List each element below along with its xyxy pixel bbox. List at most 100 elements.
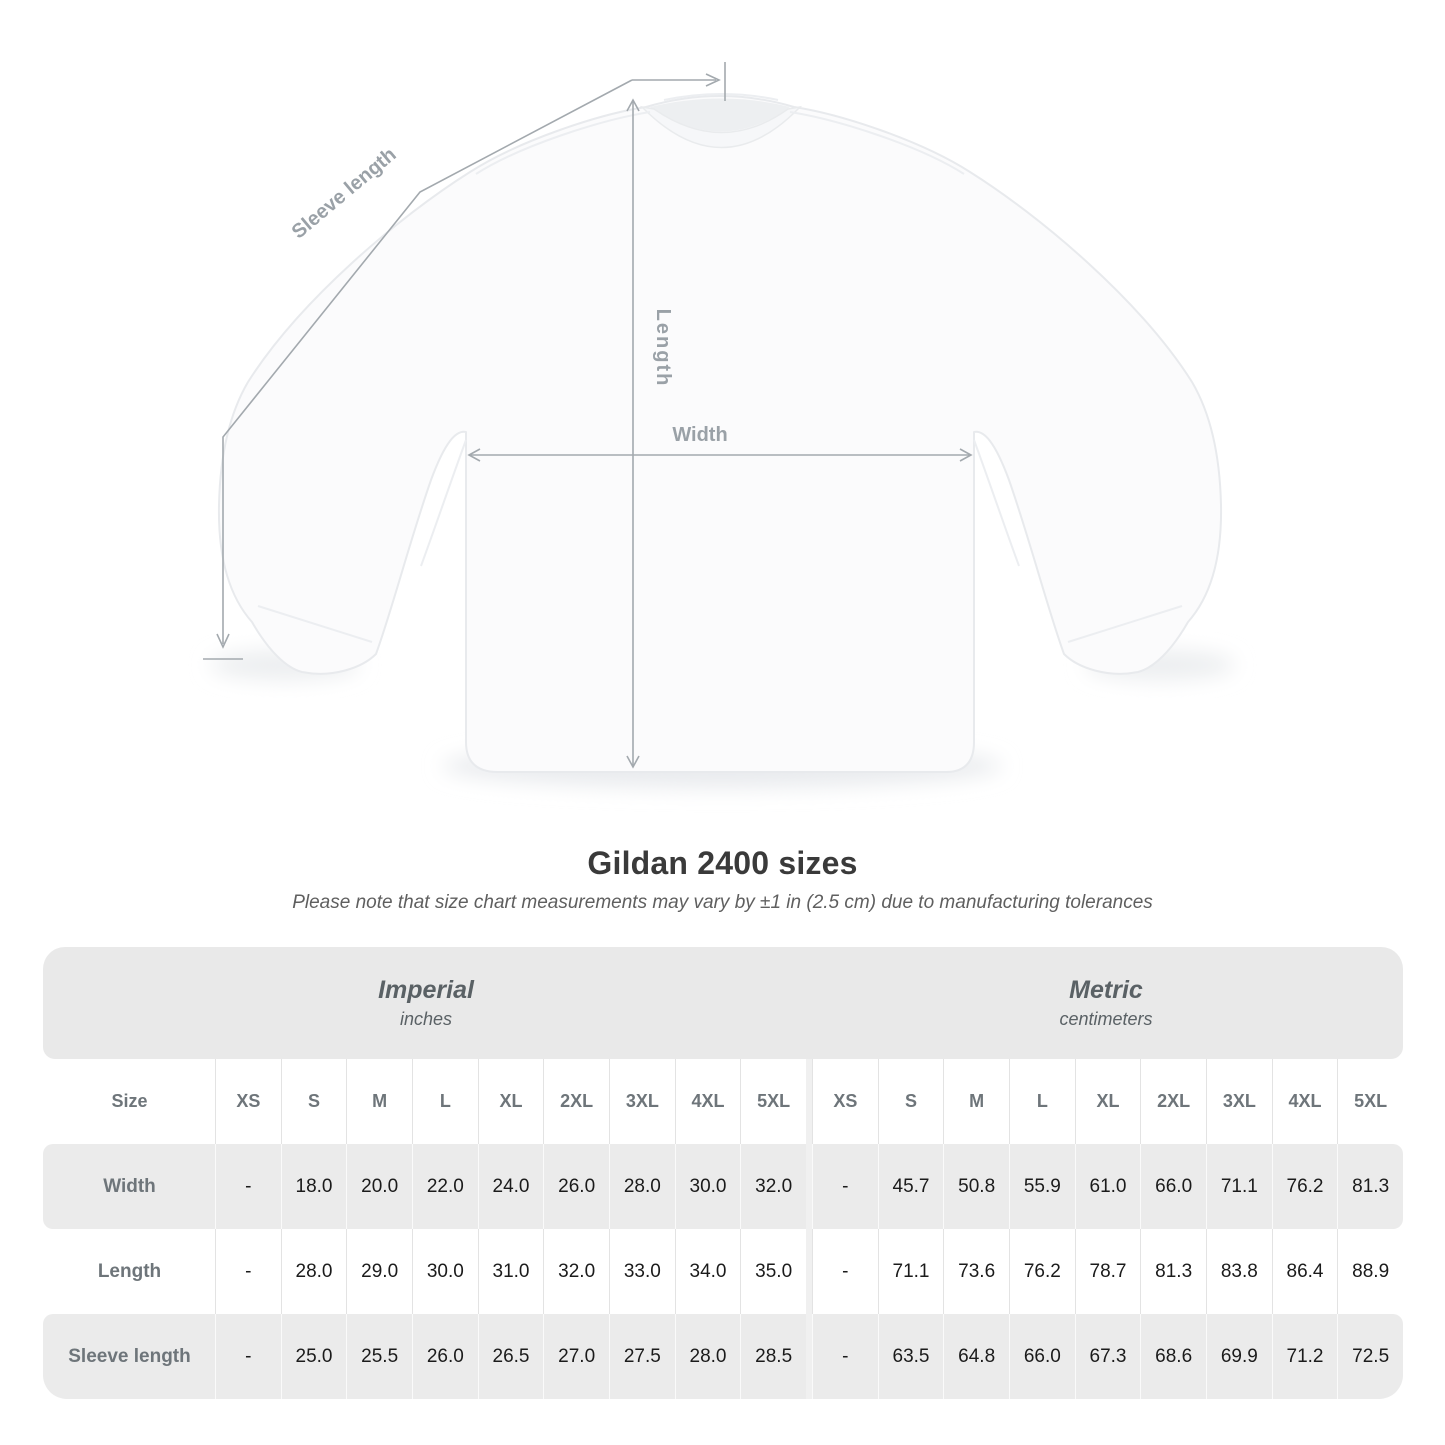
value-cell: 22.0 (411, 1144, 478, 1229)
shirt-measurement-diagram: Sleeve length Length Width (203, 62, 1235, 788)
value-cell: 61.0 (1074, 1144, 1141, 1229)
value-cell: 81.3 (1337, 1144, 1403, 1229)
value-cell: - (215, 1144, 281, 1229)
value-cell: 18.0 (280, 1144, 347, 1229)
unit-groups-header: Imperial inches Metric centimeters (43, 947, 1403, 1059)
value-cell: 71.2 (1271, 1314, 1338, 1399)
right-cuff-seam (1067, 605, 1183, 643)
left-armpit-crease (420, 439, 467, 567)
imperial-group-unit: inches (399, 1009, 453, 1029)
table-row: Width -18.0 20.0 22.0 24.0 26.0 28.0 30.0 32.0-4… (43, 1144, 1403, 1229)
value-cell: 25.5 (346, 1314, 412, 1399)
collar-band (639, 105, 803, 149)
value-cell: 27.0 (543, 1314, 609, 1399)
size-col-header: XS (811, 1059, 878, 1144)
right-armpit-crease (973, 439, 1020, 567)
group-gap (805, 1144, 812, 1229)
value-cell: - (811, 1314, 878, 1399)
value-cell: 28.0 (608, 1144, 675, 1229)
value-cell: 24.0 (477, 1144, 544, 1229)
left-shoulder-seam (475, 111, 651, 175)
value-cell: 55.9 (1008, 1144, 1075, 1229)
size-col-header: 4XL (674, 1059, 741, 1144)
length-measure: Length (626, 98, 674, 769)
table-row: Sleeve length -25.0 25.5 26.0 26.5 27.0 27.5 28… (43, 1314, 1403, 1399)
back-neck-seam (663, 93, 779, 101)
value-cell: 50.8 (943, 1144, 1009, 1229)
value-cell: 76.2 (1008, 1229, 1075, 1314)
size-chart-table: Imperial inches Metric centimeters Size X… (43, 947, 1403, 1399)
value-cell: 81.3 (1140, 1229, 1206, 1314)
size-col-header: M (346, 1059, 412, 1144)
value-cell: 25.0 (280, 1314, 347, 1399)
value-cell: 63.5 (877, 1314, 944, 1399)
value-cell: - (215, 1314, 281, 1399)
imperial-group-header: Imperial inches (43, 947, 809, 1059)
value-cell: 28.5 (740, 1314, 806, 1399)
value-cell: 32.0 (543, 1229, 609, 1314)
tolerance-note: Please note that size chart measurements… (292, 892, 1153, 913)
size-col-header: S (877, 1059, 944, 1144)
value-cell: 64.8 (943, 1314, 1009, 1399)
value-cell: 78.7 (1074, 1229, 1141, 1314)
neck-hollow (650, 98, 790, 132)
value-cell: 83.8 (1205, 1229, 1272, 1314)
size-col-header: XS (215, 1059, 281, 1144)
size-col-header: S (280, 1059, 347, 1144)
table-row: Length -28.0 29.0 30.0 31.0 32.0 33.0 34.0 35.0-… (43, 1229, 1403, 1314)
value-cell: 76.2 (1271, 1144, 1338, 1229)
value-cell: 35.0 (740, 1229, 806, 1314)
value-cell: - (811, 1229, 878, 1314)
table-header-row: Size XS S M L XL 2XL 3XL 4XL 5XL XS S M L XL 2XL 3XL 4XL 5… (43, 1059, 1403, 1144)
value-cell: 28.0 (280, 1229, 347, 1314)
value-cell: 68.6 (1140, 1314, 1206, 1399)
sleeve-length-label: Sleeve length (288, 144, 401, 244)
value-cell: 31.0 (477, 1229, 544, 1314)
size-col-header: 5XL (1337, 1059, 1403, 1144)
size-col-header: 2XL (1140, 1059, 1206, 1144)
value-cell: 88.9 (1337, 1229, 1403, 1314)
value-cell: 26.5 (477, 1314, 544, 1399)
row-label: Sleeve length (68, 1345, 191, 1367)
group-gap (805, 1229, 812, 1314)
length-label: Length (652, 309, 674, 388)
size-col-header: XL (1074, 1059, 1141, 1144)
size-chart-rows: Size XS S M L XL 2XL 3XL 4XL 5XL XS S M L XL 2XL 3XL 4XL 5… (43, 1059, 1403, 1399)
size-label: Size (111, 1091, 148, 1111)
value-cell: 34.0 (674, 1229, 741, 1314)
value-cell: 72.5 (1337, 1314, 1403, 1399)
metric-group-unit: centimeters (1059, 1009, 1153, 1029)
value-cell: 30.0 (674, 1144, 741, 1229)
value-cell: - (811, 1144, 878, 1229)
size-col-header: 4XL (1271, 1059, 1338, 1144)
value-cell: 28.0 (674, 1314, 741, 1399)
value-cell: 86.4 (1271, 1229, 1338, 1314)
value-cell: 20.0 (346, 1144, 412, 1229)
imperial-group-title: Imperial (378, 976, 474, 1004)
page-title: Gildan 2400 sizes (587, 845, 858, 881)
row-label: Width (103, 1175, 156, 1197)
value-cell: 30.0 (411, 1229, 478, 1314)
right-shoulder-seam (789, 111, 965, 175)
group-gap (805, 1314, 812, 1399)
size-col-header: 3XL (608, 1059, 675, 1144)
value-cell: 73.6 (943, 1229, 1009, 1314)
left-cuff-seam (257, 605, 373, 643)
value-cell: 69.9 (1205, 1314, 1272, 1399)
width-label: Width (672, 424, 727, 446)
value-cell: 71.1 (1205, 1144, 1272, 1229)
width-measure: Width (467, 424, 973, 462)
value-cell: 71.1 (877, 1229, 944, 1314)
value-cell: 26.0 (543, 1144, 609, 1229)
metric-group-header: Metric centimeters (809, 947, 1403, 1059)
size-col-header: L (411, 1059, 478, 1144)
value-cell: 32.0 (740, 1144, 806, 1229)
size-col-header: 3XL (1205, 1059, 1272, 1144)
group-gap (805, 1059, 812, 1144)
value-cell: 66.0 (1140, 1144, 1206, 1229)
size-col-header: M (943, 1059, 1009, 1144)
value-cell: 33.0 (608, 1229, 675, 1314)
value-cell: 66.0 (1008, 1314, 1075, 1399)
value-cell: 67.3 (1074, 1314, 1141, 1399)
